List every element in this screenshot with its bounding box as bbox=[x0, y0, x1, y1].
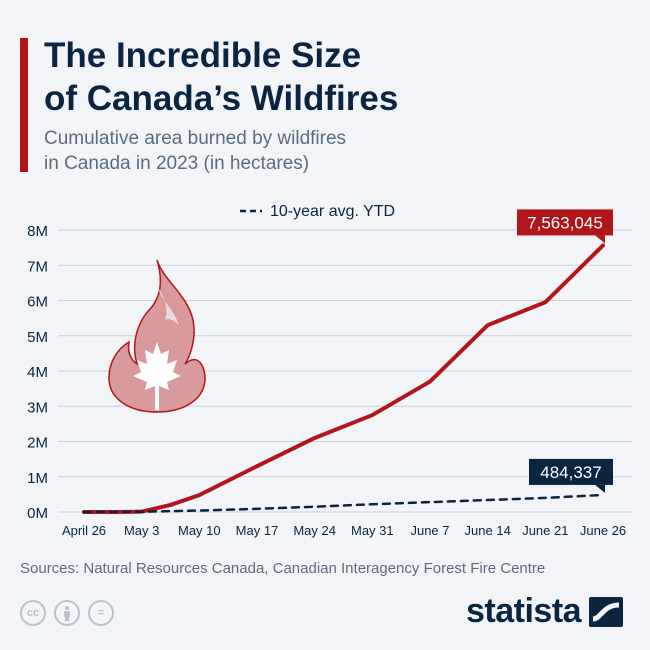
end-label-text: 7,563,045 bbox=[527, 213, 603, 232]
y-tick-label: 8M bbox=[27, 223, 48, 240]
end-label-pointer bbox=[595, 484, 605, 493]
y-tick-label: 6M bbox=[27, 294, 48, 311]
title-accent-bar bbox=[20, 38, 28, 172]
y-tick-label: 0M bbox=[27, 505, 48, 522]
x-tick-label: June 14 bbox=[465, 523, 511, 538]
x-tick-label: June 26 bbox=[580, 523, 626, 538]
series-layer bbox=[82, 243, 605, 514]
y-tick-label: 1M bbox=[27, 470, 48, 487]
axis-layer: 0M 1M 2M 3M 4M 5M 6M 7M 8M April 26 May 3 May 10 May… bbox=[27, 223, 626, 538]
x-tick-label: May 10 bbox=[178, 523, 221, 538]
end-label-text: 484,337 bbox=[540, 463, 601, 482]
line-chart: 0M 1M 2M 3M 4M 5M 6M 7M 8M April 26 May 3 May 10 May… bbox=[27, 203, 632, 538]
x-tick-label: May 31 bbox=[351, 523, 394, 538]
page-subtitle: Cumulative area burned by wildfires in C… bbox=[44, 126, 604, 176]
page-title: The Incredible Size of Canada’s Wildfire… bbox=[44, 34, 604, 120]
y-tick-label: 5M bbox=[27, 329, 48, 346]
flame-maple-leaf-icon bbox=[108, 259, 206, 413]
legend-label: 10-year avg. YTD bbox=[270, 203, 395, 220]
end-value-label: 484,337 bbox=[529, 458, 613, 493]
source-note: Sources: Natural Resources Canada, Canad… bbox=[20, 560, 546, 577]
y-tick-label: 3M bbox=[27, 399, 48, 416]
license-icons: cc = bbox=[20, 600, 114, 626]
ten-year-average-line bbox=[82, 493, 605, 514]
creative-commons-icon[interactable]: cc bbox=[20, 600, 46, 626]
subtitle-line-2: in Canada in 2023 (in hectares) bbox=[44, 153, 310, 174]
legend: 10-year avg. YTD bbox=[240, 203, 395, 220]
end-label-pointer bbox=[595, 235, 605, 244]
x-tick-label: May 3 bbox=[124, 523, 159, 538]
attribution-icon[interactable] bbox=[54, 600, 80, 626]
x-tick-label: April 26 bbox=[62, 523, 106, 538]
title-line-2: of Canada’s Wildfires bbox=[44, 79, 399, 118]
x-tick-label: May 24 bbox=[293, 523, 336, 538]
subtitle-line-1: Cumulative area burned by wildfires bbox=[44, 128, 347, 149]
brand-name: statista bbox=[466, 592, 582, 630]
title-line-1: The Incredible Size bbox=[44, 36, 362, 75]
y-tick-label: 2M bbox=[27, 435, 48, 452]
end-value-label: 7,563,045 bbox=[517, 209, 613, 244]
end-label-box bbox=[517, 209, 613, 236]
statista-logo[interactable]: statista bbox=[466, 592, 624, 631]
y-tick-label: 4M bbox=[27, 364, 48, 381]
y-tick-label: 7M bbox=[27, 258, 48, 275]
statista-logo-icon bbox=[589, 596, 624, 627]
label-layer: 7,563,045 484,337 bbox=[517, 209, 613, 493]
end-label-box bbox=[529, 458, 613, 485]
x-tick-label: June 7 bbox=[410, 523, 449, 538]
x-tick-label: May 17 bbox=[236, 523, 279, 538]
no-derivatives-icon[interactable]: = bbox=[88, 600, 114, 626]
x-tick-label: June 21 bbox=[522, 523, 568, 538]
